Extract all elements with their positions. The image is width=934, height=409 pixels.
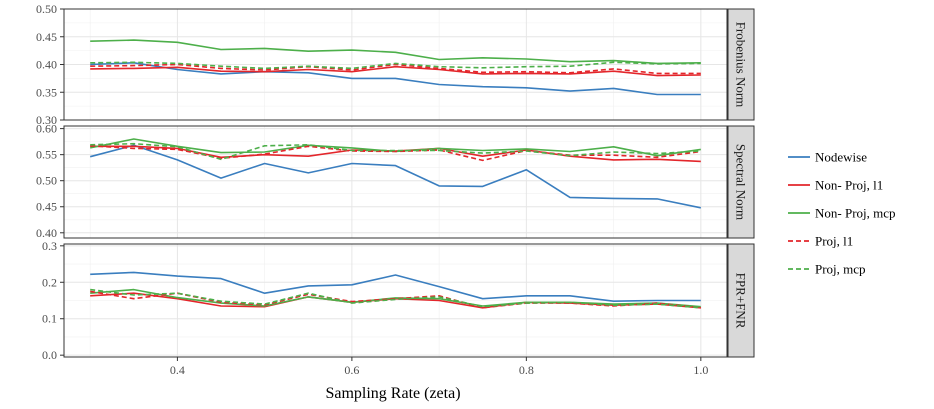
strip-label: Spectral Norm <box>734 144 749 220</box>
series-line-proj-l1 <box>90 145 701 162</box>
y-tick-label: 0.35 <box>36 85 57 99</box>
series-group <box>90 39 701 96</box>
x-tick-label: 0.8 <box>519 363 534 377</box>
legend-label: Non- Proj, l1 <box>815 178 883 193</box>
legend-label: Non- Proj, mcp <box>815 206 896 221</box>
legend-item-proj-l1: Proj, l1 <box>788 234 853 249</box>
panel-spectral-norm: 0.40 0.45 0.50 0.55 0.60 Spectral Norm <box>36 122 755 240</box>
panel-background <box>64 126 727 238</box>
panel-fpr-fnr: 0.0 0.1 0.2 0.3 FPR+FNR <box>42 239 755 362</box>
x-axis: 0.4 0.6 0.8 1.0 <box>170 357 708 377</box>
strip-background <box>727 125 755 239</box>
strip-label: Frobenius Norm <box>734 22 749 108</box>
x-tick-label: 1.0 <box>693 363 708 377</box>
series-line-nodewise <box>89 144 701 209</box>
legend: Nodewise Non- Proj, l1 Non- Proj, mcp Proj,… <box>788 150 896 277</box>
series-line-non-proj-mcp <box>90 39 701 65</box>
y-tick-label: 0.55 <box>36 148 57 162</box>
series-line-nodewise <box>90 271 701 303</box>
panel-border <box>63 125 728 239</box>
x-tick-label: 0.4 <box>170 363 185 377</box>
y-tick-label: 0.2 <box>42 275 57 289</box>
legend-label: Nodewise <box>815 150 867 165</box>
x-tick-label: 0.6 <box>344 363 359 377</box>
x-axis-title: Sampling Rate (zeta) <box>325 385 460 402</box>
y-tick-label: 0.0 <box>42 348 57 362</box>
series-line-proj-mcp <box>90 288 701 309</box>
y-tick-label: 0.1 <box>42 312 57 326</box>
y-tick-label: 0.50 <box>36 2 57 16</box>
y-tick-label: 0.40 <box>36 58 57 72</box>
panel-border <box>63 243 728 358</box>
series-line-proj-mcp <box>90 142 701 161</box>
y-tick-label: 0.60 <box>36 122 57 136</box>
legend-label: Proj, mcp <box>815 262 866 277</box>
legend-item-nodewise: Nodewise <box>788 150 867 165</box>
strip-background <box>727 8 755 121</box>
series-line-proj-mcp <box>90 61 701 70</box>
y-tick-label: 0.30 <box>36 113 57 127</box>
y-tick-label: 0.3 <box>42 239 57 253</box>
series-line-non-proj-l1 <box>90 65 701 77</box>
strip-label: FPR+FNR <box>734 273 749 329</box>
y-tick-label: 0.45 <box>36 30 57 44</box>
y-tick-label: 0.40 <box>36 226 57 240</box>
legend-item-non-proj-l1: Non- Proj, l1 <box>788 178 883 193</box>
y-tick-label: 0.45 <box>36 200 57 214</box>
panel-frobenius-norm: 0.30 0.35 0.40 0.45 0.50 Frobenius Norm <box>36 2 755 127</box>
legend-label: Proj, l1 <box>815 234 853 249</box>
series-group <box>89 138 701 209</box>
panel-border <box>63 8 728 121</box>
legend-item-proj-mcp: Proj, mcp <box>788 262 866 277</box>
legend-item-non-proj-mcp: Non- Proj, mcp <box>788 206 896 221</box>
series-group <box>90 271 701 309</box>
series-line-proj-l1 <box>90 63 701 75</box>
strip-background <box>727 243 755 358</box>
series-line-nodewise <box>90 61 701 96</box>
y-tick-label: 0.50 <box>36 174 57 188</box>
